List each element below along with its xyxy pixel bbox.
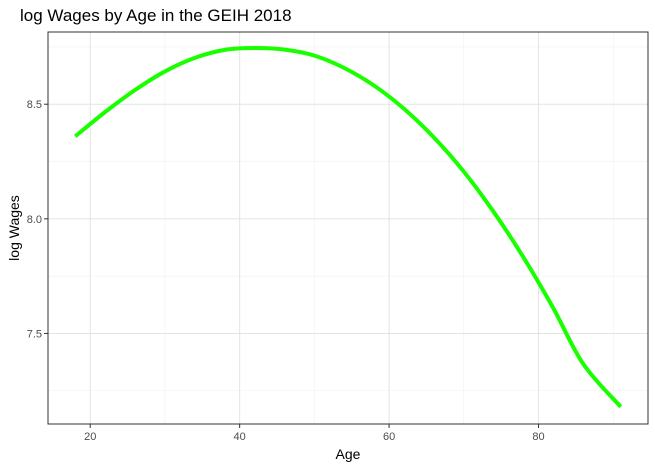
y-axis: 7.5 8.0 8.5	[27, 99, 48, 340]
series-layer	[74, 46, 623, 409]
x-tick-label: 60	[383, 431, 395, 443]
y-axis-title: log Wages	[6, 195, 22, 261]
y-tick-label: 8.5	[27, 99, 42, 111]
plot-panel	[48, 32, 648, 424]
plot-border	[47, 31, 649, 425]
chart-title: log Wages by Age in the GEIH 2018	[20, 6, 292, 25]
x-tick-label: 40	[234, 431, 246, 443]
x-tick-label: 20	[84, 431, 96, 443]
x-axis: 20 40 60 80	[84, 424, 545, 443]
series-line	[74, 46, 623, 409]
y-tick-label: 8.0	[27, 214, 42, 226]
y-tick-label: 7.5	[27, 328, 42, 340]
x-tick-label: 80	[532, 431, 544, 443]
x-axis-title: Age	[336, 446, 361, 462]
